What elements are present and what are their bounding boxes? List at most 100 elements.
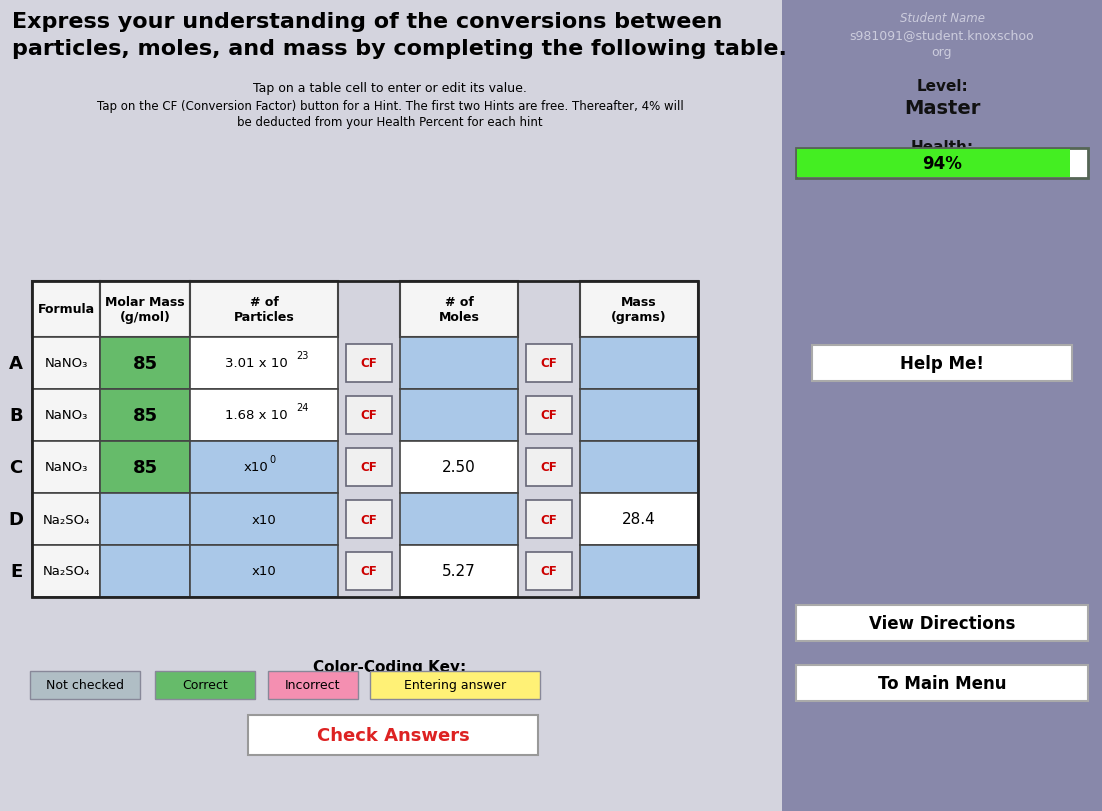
Bar [580,441,698,493]
Bar [32,337,100,389]
Text: CF: CF [360,357,377,370]
Text: C: C [10,458,23,476]
Bar [346,552,392,590]
Bar [190,545,338,597]
Text: Tap for Question-Specific Help: Tap for Question-Specific Help [853,344,1031,357]
Bar [580,337,698,389]
Text: # of
Particles: # of Particles [234,296,294,324]
Text: Master: Master [904,99,980,118]
Text: Mass
(grams): Mass (grams) [612,296,667,324]
Bar [812,345,1072,381]
Bar [400,389,518,441]
Bar [190,337,338,389]
Text: To Main Menu: To Main Menu [878,674,1006,692]
Text: Tap on the CF (Conversion Factor) button for a Hint. The first two Hints are fre: Tap on the CF (Conversion Factor) button… [97,100,683,113]
Bar [100,281,190,337]
Text: D: D [9,510,23,528]
Bar [100,389,190,441]
Text: s981091@student.knoxschoo: s981091@student.knoxschoo [850,29,1035,42]
Text: CF: CF [360,564,377,577]
Bar [32,389,100,441]
Text: Incorrect: Incorrect [285,679,341,692]
Text: Tap on a table cell to enter or edit its value.: Tap on a table cell to enter or edit its… [253,82,527,95]
Text: Student Name: Student Name [899,12,984,25]
Bar [526,552,572,590]
Text: 28.4: 28.4 [623,512,656,527]
Text: CF: CF [360,409,377,422]
Bar [796,605,1088,642]
Text: CF: CF [541,357,558,370]
Text: Color-Coding Key:: Color-Coding Key: [313,659,466,675]
Bar [796,148,1088,178]
Bar [32,281,698,597]
Bar [526,500,572,539]
Text: 23: 23 [296,350,309,361]
Bar [346,397,392,435]
Bar [30,672,140,699]
Bar [155,672,255,699]
Bar [400,337,518,389]
Text: Express your understanding of the conversions between: Express your understanding of the conver… [12,12,723,32]
Bar [797,150,1070,178]
Bar [248,715,538,755]
Text: 1.68 x 10: 1.68 x 10 [225,409,288,422]
Text: Molar Mass
(g/mol): Molar Mass (g/mol) [105,296,185,324]
Bar [346,500,392,539]
Text: Formula: Formula [37,303,95,316]
Bar [580,545,698,597]
Bar [190,389,338,441]
Text: org: org [932,46,952,59]
Text: CF: CF [360,513,377,526]
Text: Not checked: Not checked [46,679,125,692]
Text: # of
Moles: # of Moles [439,296,479,324]
Text: NaNO₃: NaNO₃ [44,461,88,474]
Bar [100,337,190,389]
Text: x10: x10 [251,564,277,577]
Bar [400,441,518,493]
Text: Health:: Health: [910,139,973,155]
Text: CF: CF [541,461,558,474]
Bar [100,545,190,597]
Text: CF: CF [541,513,558,526]
Bar [190,281,338,337]
Text: Correct: Correct [182,679,228,692]
Bar [400,545,518,597]
Text: Help Me!: Help Me! [900,354,984,372]
Bar [100,493,190,545]
Text: Na₂SO₄: Na₂SO₄ [42,513,89,526]
Bar [782,0,1102,811]
Bar [268,672,358,699]
Bar [32,441,100,493]
Text: 85: 85 [132,354,158,372]
Text: Na₂SO₄: Na₂SO₄ [42,564,89,577]
Bar [526,397,572,435]
Bar [796,665,1088,702]
Bar [526,345,572,383]
Bar [580,389,698,441]
Text: 85: 85 [132,406,158,424]
Text: 0: 0 [270,454,276,465]
Bar [190,493,338,545]
Text: CF: CF [541,564,558,577]
Bar [580,281,698,337]
Text: CF: CF [541,409,558,422]
Text: particles, moles, and mass by completing the following table.: particles, moles, and mass by completing… [12,39,787,59]
Bar [400,281,518,337]
Text: 94%: 94% [922,155,962,173]
Text: be deducted from your Health Percent for each hint: be deducted from your Health Percent for… [237,116,543,129]
Text: Entering answer: Entering answer [404,679,506,692]
Text: 24: 24 [296,402,309,413]
Text: E: E [10,562,22,581]
Text: 5.27: 5.27 [442,564,476,579]
Text: CF: CF [360,461,377,474]
Bar [32,281,100,337]
Bar [346,448,392,487]
Bar [100,441,190,493]
Text: Level:: Level: [916,79,968,94]
Text: Check Answers: Check Answers [316,726,469,744]
Bar [32,493,100,545]
Bar [400,493,518,545]
Bar [346,345,392,383]
Text: NaNO₃: NaNO₃ [44,357,88,370]
Text: x10: x10 [244,461,269,474]
